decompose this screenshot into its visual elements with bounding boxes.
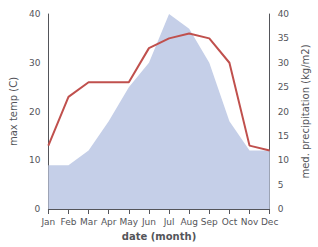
svg-text:Jul: Jul <box>163 217 175 227</box>
svg-text:Mar: Mar <box>80 217 97 227</box>
svg-text:Jan: Jan <box>40 217 55 227</box>
svg-text:May: May <box>120 217 139 227</box>
svg-text:Dec: Dec <box>261 217 278 227</box>
svg-text:Jun: Jun <box>141 217 156 227</box>
svg-text:med. precipitation (kg/m2): med. precipitation (kg/m2) <box>300 44 311 178</box>
svg-text:Oct: Oct <box>222 217 238 227</box>
svg-text:20: 20 <box>29 107 41 117</box>
svg-text:Feb: Feb <box>61 217 77 227</box>
svg-text:40: 40 <box>29 9 41 19</box>
svg-text:Sep: Sep <box>201 217 218 227</box>
svg-text:40: 40 <box>278 9 290 19</box>
svg-text:0: 0 <box>278 204 284 214</box>
svg-text:10: 10 <box>29 155 41 165</box>
svg-text:15: 15 <box>278 131 289 141</box>
svg-text:0: 0 <box>35 204 41 214</box>
svg-text:35: 35 <box>278 33 289 43</box>
svg-text:10: 10 <box>278 155 290 165</box>
svg-text:Apr: Apr <box>101 217 117 227</box>
svg-text:Nov: Nov <box>241 217 259 227</box>
svg-text:Aug: Aug <box>180 217 198 227</box>
svg-text:30: 30 <box>278 58 290 68</box>
svg-text:5: 5 <box>278 180 284 190</box>
svg-text:30: 30 <box>29 58 41 68</box>
svg-text:20: 20 <box>278 107 290 117</box>
svg-text:25: 25 <box>278 82 289 92</box>
svg-text:max temp (C): max temp (C) <box>8 77 19 146</box>
svg-text:date (month): date (month) <box>122 231 196 242</box>
